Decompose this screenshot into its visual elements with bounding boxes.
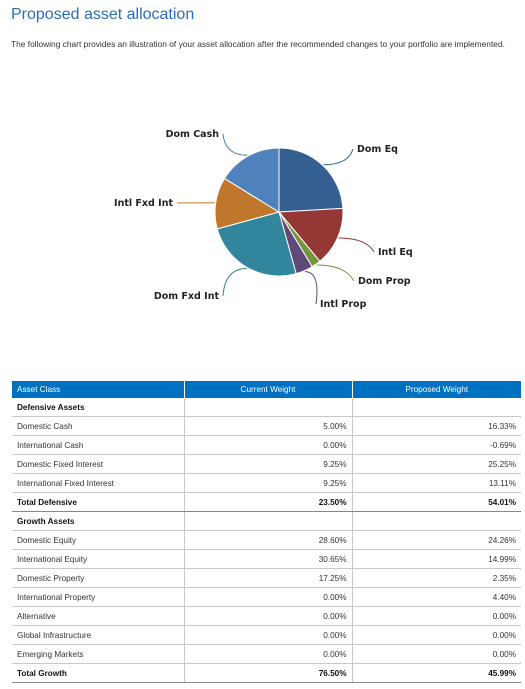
table-row: Domestic Property 17.25% 2.35% — [12, 568, 521, 588]
asset-class-cell: Growth Assets — [12, 511, 185, 531]
pie-label: Intl Prop — [320, 299, 367, 310]
header-asset-class: Asset Class — [12, 381, 184, 398]
current-weight-cell: 0.00% — [184, 606, 353, 626]
header-proposed-weight: Proposed Weight — [351, 381, 521, 398]
pie-label: Dom Eq — [357, 144, 398, 155]
proposed-weight-cell: 2.35% — [352, 568, 521, 588]
asset-class-cell: International Cash — [12, 435, 185, 455]
intro-text: The following chart provides an illustra… — [11, 39, 505, 49]
current-weight-cell — [184, 511, 353, 531]
current-weight-cell: 0.00% — [184, 435, 353, 455]
table-total-row: Total Growth 76.50% 45.99% — [12, 663, 521, 683]
asset-class-cell: Defensive Assets — [12, 398, 185, 417]
table-row: International Cash 0.00% -0.69% — [12, 435, 521, 455]
asset-class-cell: Global Infrastructure — [12, 625, 185, 645]
current-weight-cell: 23.50% — [184, 492, 353, 512]
proposed-weight-cell: 0.00% — [352, 644, 521, 664]
proposed-weight-cell — [352, 398, 521, 417]
current-weight-cell: 0.00% — [184, 587, 353, 607]
asset-class-cell: International Property — [12, 587, 185, 607]
asset-class-cell: International Equity — [12, 549, 185, 569]
asset-class-cell: Alternative — [12, 606, 185, 626]
asset-class-cell: Domestic Equity — [12, 530, 185, 550]
pie-leader-line — [316, 264, 355, 282]
pie-leader-line — [323, 148, 354, 166]
current-weight-cell: 9.25% — [184, 473, 353, 493]
asset-class-cell: Total Defensive — [12, 492, 185, 512]
header-current-weight: Current Weight — [183, 381, 352, 398]
current-weight-cell: 5.00% — [184, 416, 353, 436]
pie-slice-intl-eq — [277, 207, 344, 262]
table-row: International Property 0.00% 4.40% — [12, 587, 521, 607]
proposed-weight-cell: 0.00% — [352, 625, 521, 645]
allocation-table: Asset Class Current Weight Proposed Weig… — [12, 381, 521, 683]
pie-leader-line — [304, 271, 318, 305]
pie-slice-dom-fxd-int — [216, 211, 297, 277]
asset-class-cell: Domestic Fixed Interest — [12, 454, 185, 474]
pie-label: Intl Eq — [378, 247, 413, 258]
proposed-weight-cell: 14.99% — [352, 549, 521, 569]
current-weight-cell: 0.00% — [184, 644, 353, 664]
table-total-row: Total Defensive 23.50% 54.01% — [12, 492, 521, 512]
table-row: Global Infrastructure 0.00% 0.00% — [12, 625, 521, 645]
table-row: Domestic Equity 28.60% 24.26% — [12, 530, 521, 550]
table-row: Domestic Cash 5.00% 16.33% — [12, 416, 521, 436]
current-weight-cell: 0.00% — [184, 625, 353, 645]
proposed-weight-cell: 54.01% — [352, 492, 521, 512]
pie-leader-line — [338, 237, 375, 253]
current-weight-cell: 28.60% — [184, 530, 353, 550]
table-group-row: Growth Assets — [12, 511, 521, 531]
pie-slice-dom-cash — [223, 147, 280, 213]
proposed-weight-cell — [352, 511, 521, 531]
table-row: International Equity 30.65% 14.99% — [12, 549, 521, 569]
current-weight-cell — [184, 398, 353, 417]
current-weight-cell: 9.25% — [184, 454, 353, 474]
pie-label: Intl Fxd Int — [114, 198, 173, 209]
table-row: Domestic Fixed Interest 9.25% 25.25% — [12, 454, 521, 474]
pie-label: Dom Cash — [166, 129, 220, 140]
table-group-row: Defensive Assets — [12, 398, 521, 417]
table-row: Alternative 0.00% 0.00% — [12, 606, 521, 626]
pie-leader-line — [222, 268, 247, 297]
proposed-weight-cell: 13.11% — [352, 473, 521, 493]
asset-class-cell: Emerging Markets — [12, 644, 185, 664]
proposed-weight-cell: 25.25% — [352, 454, 521, 474]
proposed-weight-cell: 16.33% — [352, 416, 521, 436]
current-weight-cell: 76.50% — [184, 663, 353, 683]
proposed-weight-cell: 4.40% — [352, 587, 521, 607]
pie-label: Dom Fxd Int — [154, 291, 220, 302]
current-weight-cell: 17.25% — [184, 568, 353, 588]
table-row: International Fixed Interest 9.25% 13.11% — [12, 473, 521, 493]
table-row: Emerging Markets 0.00% 0.00% — [12, 644, 521, 664]
pie-label: Dom Prop — [358, 276, 411, 287]
pie-slice-dom-eq — [278, 147, 344, 213]
proposed-weight-cell: 24.26% — [352, 530, 521, 550]
asset-class-cell: Total Growth — [12, 663, 185, 683]
proposed-weight-cell: 45.99% — [352, 663, 521, 683]
table-header-row: Asset Class Current Weight Proposed Weig… — [12, 381, 521, 398]
current-weight-cell: 30.65% — [184, 549, 353, 569]
asset-class-cell: Domestic Cash — [12, 416, 185, 436]
allocation-pie-chart: Dom Eq Intl Eq Dom Prop Intl Prop Dom Fxd In… — [114, 129, 413, 310]
asset-class-cell: International Fixed Interest — [12, 473, 185, 493]
proposed-weight-cell: 0.00% — [352, 606, 521, 626]
asset-class-cell: Domestic Property — [12, 568, 185, 588]
page-title: Proposed asset allocation — [11, 6, 195, 23]
pie-leader-line — [222, 133, 248, 156]
proposed-weight-cell: -0.69% — [352, 435, 521, 455]
